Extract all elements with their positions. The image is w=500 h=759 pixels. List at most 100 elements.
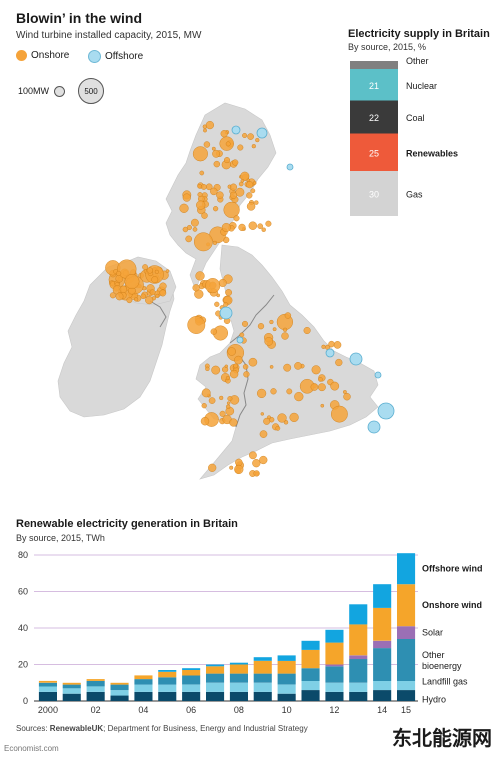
generation-chart-title: Renewable electricity generation in Brit… xyxy=(16,518,238,530)
onshore-dot xyxy=(196,200,206,210)
onshore-dot xyxy=(225,141,231,147)
onshore-dot xyxy=(277,413,287,423)
bar-segment xyxy=(277,655,296,661)
bar-segment xyxy=(397,626,416,639)
onshore-dot xyxy=(182,226,189,233)
bar-segment xyxy=(110,684,129,691)
supply-subtitle: By source, 2015, % xyxy=(348,42,427,52)
size-large-label: 500 xyxy=(84,86,98,96)
x-tick-label: 06 xyxy=(186,705,196,715)
onshore-dot xyxy=(145,296,154,305)
onshore-dot xyxy=(126,297,133,304)
onshore-dot xyxy=(182,193,191,202)
bar-segment xyxy=(301,690,320,701)
onshore-dot xyxy=(223,201,240,219)
onshore-dot xyxy=(257,323,265,330)
onshore-dot xyxy=(251,144,256,149)
bar-segment xyxy=(325,664,344,667)
generation-chart-subtitle: By source, 2015, TWh xyxy=(16,533,105,543)
onshore-dot xyxy=(159,282,167,290)
x-tick-label: 15 xyxy=(401,705,411,715)
onshore-dot xyxy=(146,267,154,274)
onshore-dot xyxy=(142,264,149,271)
onshore-dot xyxy=(257,388,267,399)
generation-chart: 0 20 40 60 80 2000 02 04 06 08 10 12 14 15 Hydro Landfi… xyxy=(18,550,483,715)
bar-segment xyxy=(158,671,177,678)
bar-segment xyxy=(86,686,105,692)
supply-value-renewables: 25 xyxy=(369,148,379,158)
bar-segment xyxy=(158,691,177,701)
onshore-dot xyxy=(248,221,258,230)
bar-segment xyxy=(182,668,201,670)
onshore-dot xyxy=(317,383,326,392)
supply-label-gas: Gas xyxy=(406,190,423,200)
onshore-dot xyxy=(203,141,211,148)
y-tick-label: 40 xyxy=(18,623,28,633)
onshore-dot xyxy=(241,320,248,327)
onshore-dot xyxy=(242,364,249,370)
onshore-dot xyxy=(233,363,239,369)
onshore-dot xyxy=(320,403,325,408)
onshore-dot xyxy=(240,171,250,181)
offshore-dot xyxy=(325,348,335,358)
onshore-dot xyxy=(124,274,140,289)
bar-segment xyxy=(182,675,201,685)
onshore-dot xyxy=(109,292,116,299)
x-tick-label: 04 xyxy=(138,705,148,715)
supply-segment-nuclear xyxy=(350,69,398,101)
bar-segment xyxy=(62,684,81,689)
bar-segment xyxy=(38,691,57,701)
bar-segment xyxy=(325,629,344,643)
onshore-dot xyxy=(185,235,192,243)
bar-segment xyxy=(229,673,248,683)
x-tick-label: 2000 xyxy=(38,705,58,715)
onshore-dot xyxy=(247,133,254,140)
onshore-dot xyxy=(214,301,220,307)
onshore-dot xyxy=(219,410,226,417)
onshore-dot xyxy=(229,418,238,427)
bar-segment xyxy=(206,666,225,674)
britain-landmass xyxy=(57,102,379,480)
onshore-dot xyxy=(203,128,207,133)
onshore-dot xyxy=(226,401,231,405)
turbine-dots xyxy=(105,121,395,477)
onshore-dot xyxy=(115,292,124,301)
series-label: Hydro xyxy=(422,695,446,705)
onshore-dot xyxy=(289,412,299,423)
onshore-dot xyxy=(235,187,245,197)
onshore-dot xyxy=(223,157,230,164)
bar-segment xyxy=(110,695,129,701)
onshore-dot xyxy=(335,358,343,367)
onshore-dot xyxy=(284,312,292,319)
size-legend: 100MW 500 xyxy=(18,78,105,104)
bar-segment xyxy=(349,682,368,692)
onshore-dot xyxy=(210,187,218,196)
onshore-dot xyxy=(270,388,277,395)
bar-segment xyxy=(349,604,368,625)
onshore-dot xyxy=(294,392,304,402)
onshore-dot xyxy=(213,160,221,168)
onshore-dot xyxy=(234,464,244,475)
bar-segment xyxy=(373,584,392,608)
onshore-dot xyxy=(252,181,257,185)
bar-segment xyxy=(253,691,272,701)
onshore-dot xyxy=(310,383,319,391)
legend-onshore: Onshore xyxy=(16,50,69,61)
bar-segment xyxy=(301,640,320,650)
x-tick-label: 14 xyxy=(377,705,387,715)
sources-rest: ; Department for Business, Energy and In… xyxy=(103,724,308,733)
watermark: 东北能源网 xyxy=(392,722,492,751)
onshore-dot xyxy=(321,344,326,349)
bar-segment xyxy=(397,584,416,627)
onshore-dot xyxy=(224,364,229,368)
map-title: Blowin’ in the wind xyxy=(16,10,142,26)
onshore-dot xyxy=(232,159,239,166)
bar-segment xyxy=(62,693,81,701)
wind-turbine-map xyxy=(57,102,395,480)
onshore-dot xyxy=(216,191,224,199)
onshore-dot xyxy=(246,178,251,182)
onshore-dot xyxy=(229,191,238,199)
bar-segment xyxy=(301,668,320,681)
onshore-dot xyxy=(239,332,245,338)
bar-segment xyxy=(86,680,105,687)
